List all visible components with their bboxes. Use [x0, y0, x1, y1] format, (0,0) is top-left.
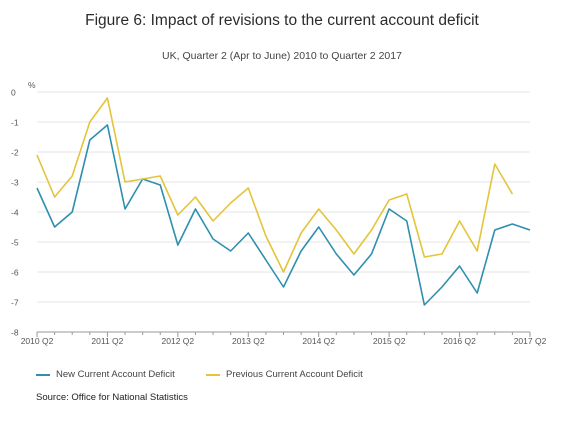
- source-note: Source: Office for National Statistics: [36, 392, 188, 403]
- y-tick-label: -3: [11, 178, 19, 188]
- x-tick-label: 2014 Q2: [302, 336, 335, 346]
- legend-item-new: New Current Account Deficit: [36, 369, 175, 380]
- x-tick-label: 2013 Q2: [232, 336, 265, 346]
- y-tick-label: -4: [11, 208, 19, 218]
- legend-swatch-new: [36, 373, 50, 376]
- x-tick-label: 2011 Q2: [91, 336, 123, 346]
- x-tick-label: 2010 Q2: [21, 336, 54, 346]
- chart-title: Figure 6: Impact of revisions to the cur…: [85, 12, 479, 29]
- x-tick-label: 2012 Q2: [162, 336, 195, 346]
- x-tick-label: 2017 Q2: [514, 336, 547, 346]
- y-tick-label: -5: [11, 238, 19, 248]
- y-tick-label: -2: [11, 148, 19, 158]
- y-tick-label: -7: [11, 298, 19, 308]
- y-axis-unit: %: [28, 80, 36, 90]
- series-line-previous: [36, 97, 514, 273]
- line-chart: 0 -1 -2 -3 -4 -5 -6 -7 -8% 2010 Q2 2011 Q2 2012 Q2 2…: [11, 80, 547, 346]
- legend-item-previous: Previous Current Account Deficit: [206, 369, 363, 380]
- x-tick-label: 2016 Q2: [443, 336, 476, 346]
- legend-swatch-previous: [206, 373, 220, 376]
- y-tick-label: -6: [11, 268, 19, 278]
- y-tick-label: 0: [11, 88, 16, 98]
- series-line-new: [36, 124, 531, 306]
- legend-label-new: New Current Account Deficit: [56, 369, 175, 380]
- x-tick-label: 2015 Q2: [373, 336, 406, 346]
- y-tick-label: -1: [11, 118, 19, 128]
- legend-label-previous: Previous Current Account Deficit: [226, 369, 363, 380]
- chart-subtitle: UK, Quarter 2 (Apr to June) 2010 to Quar…: [162, 50, 402, 62]
- y-tick-label: -8: [11, 328, 19, 338]
